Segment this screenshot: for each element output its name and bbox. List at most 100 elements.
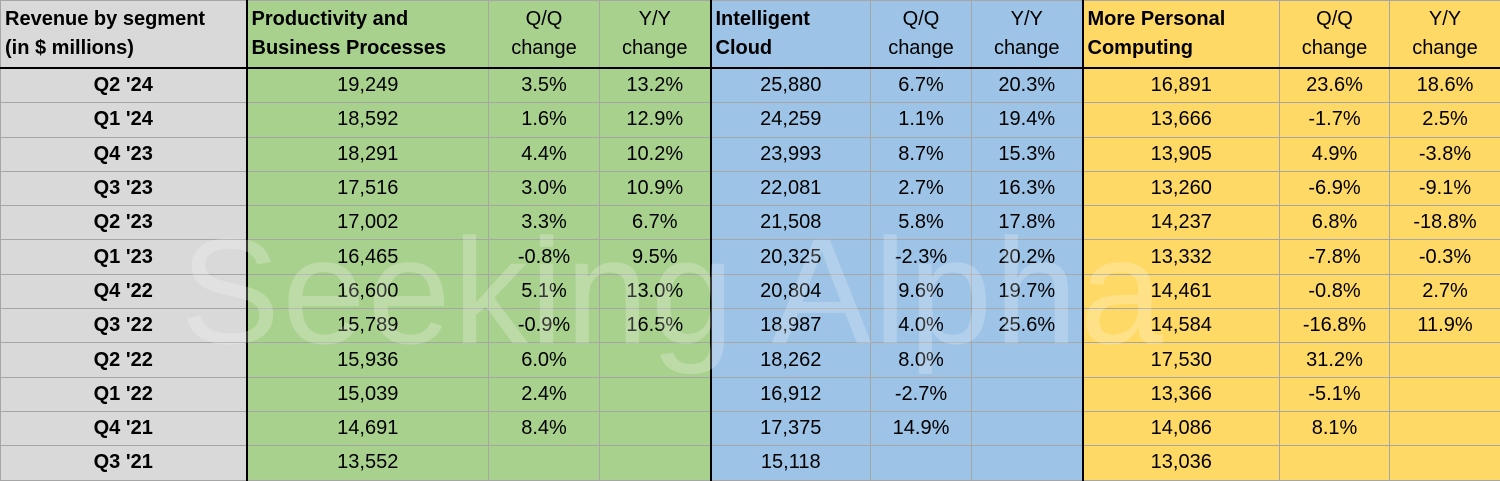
qq-change-cell: -2.3%: [871, 240, 972, 274]
qq-change-cell: -0.9%: [489, 309, 600, 343]
yy-change-cell: [600, 377, 711, 411]
revenue-cell: 18,262: [711, 343, 871, 377]
revenue-cell: 18,291: [247, 137, 489, 171]
qq-change-cell: 4.4%: [489, 137, 600, 171]
qq-change-cell: 2.4%: [489, 377, 600, 411]
corner-label: Revenue by segment(in $ millions): [1, 1, 247, 69]
revenue-cell: 15,789: [247, 309, 489, 343]
qq-change-cell: 8.0%: [871, 343, 972, 377]
qq-change-cell: 1.6%: [489, 103, 600, 137]
qq-change-cell: 6.7%: [871, 68, 972, 103]
qq-change-cell: -5.1%: [1280, 377, 1390, 411]
qq-change-cell: [871, 446, 972, 480]
yy-change-cell: 6.7%: [600, 206, 711, 240]
revenue-cell: 16,891: [1083, 68, 1280, 103]
change-header-line: change: [888, 37, 954, 59]
qq-change-cell: [489, 446, 600, 480]
revenue-cell: 24,259: [711, 103, 871, 137]
change-header-line: Y/Y: [639, 8, 671, 30]
revenue-cell: 14,086: [1083, 411, 1280, 445]
quarter-label: Q3 '23: [1, 171, 247, 205]
yy-change-cell: [600, 411, 711, 445]
revenue-cell: 15,118: [711, 446, 871, 480]
qq-change-cell: 6.0%: [489, 343, 600, 377]
segment-header-line: Intelligent: [716, 8, 810, 30]
change-header-line: Q/Q: [903, 8, 940, 30]
qq-change-cell: 8.1%: [1280, 411, 1390, 445]
revenue-cell: 17,516: [247, 171, 489, 205]
revenue-cell: 21,508: [711, 206, 871, 240]
qq-change-cell: -1.7%: [1280, 103, 1390, 137]
revenue-cell: 17,002: [247, 206, 489, 240]
qq-change-cell: -2.7%: [871, 377, 972, 411]
revenue-cell: 17,530: [1083, 343, 1280, 377]
qq-change-cell: -0.8%: [489, 240, 600, 274]
yy-change-cell: 25.6%: [972, 309, 1083, 343]
yy-change-cell: 20.3%: [972, 68, 1083, 103]
revenue-cell: 15,936: [247, 343, 489, 377]
quarter-label: Q4 '22: [1, 274, 247, 308]
yy-change-cell: 16.3%: [972, 171, 1083, 205]
qq-change-cell: 4.0%: [871, 309, 972, 343]
yy-change-cell: [972, 377, 1083, 411]
yy-change-cell: 18.6%: [1390, 68, 1500, 103]
revenue-cell: 22,081: [711, 171, 871, 205]
yy-change-cell: 19.7%: [972, 274, 1083, 308]
quarter-label: Q1 '23: [1, 240, 247, 274]
revenue-cell: 14,461: [1083, 274, 1280, 308]
change-header-line: Q/Q: [526, 8, 563, 30]
yy-change-cell: 13.0%: [600, 274, 711, 308]
revenue-cell: 17,375: [711, 411, 871, 445]
yy-change-cell: 20.2%: [972, 240, 1083, 274]
quarter-label: Q2 '24: [1, 68, 247, 103]
quarter-label: Q4 '23: [1, 137, 247, 171]
revenue-cell: 20,804: [711, 274, 871, 308]
change-header-line: change: [1412, 37, 1478, 59]
yy-change-cell: 9.5%: [600, 240, 711, 274]
revenue-cell: 13,552: [247, 446, 489, 480]
segment-header-line: Productivity and: [252, 8, 409, 30]
qq-change-cell: [1280, 446, 1390, 480]
qq-change-cell: 8.7%: [871, 137, 972, 171]
corner-label-line: (in $ millions): [5, 37, 134, 59]
qq-change-cell: 8.4%: [489, 411, 600, 445]
header-row: Revenue by segment(in $ millions)Product…: [1, 1, 1500, 69]
qq-change-cell: 1.1%: [871, 103, 972, 137]
revenue-cell: 13,260: [1083, 171, 1280, 205]
quarter-label: Q1 '22: [1, 377, 247, 411]
revenue-cell: 15,039: [247, 377, 489, 411]
change-header-line: change: [1302, 37, 1368, 59]
quarter-label: Q3 '22: [1, 309, 247, 343]
revenue-cell: 23,993: [711, 137, 871, 171]
yy-change-cell: 11.9%: [1390, 309, 1500, 343]
yy-change-cell: 15.3%: [972, 137, 1083, 171]
change-header-line: Q/Q: [1316, 8, 1353, 30]
segment-header-line: Computing: [1088, 37, 1194, 59]
quarter-label: Q3 '21: [1, 446, 247, 480]
yy-change-cell: -18.8%: [1390, 206, 1500, 240]
change-header-line: change: [511, 37, 577, 59]
yy-change-cell: [972, 446, 1083, 480]
revenue-cell: 13,036: [1083, 446, 1280, 480]
qq-change-cell: 31.2%: [1280, 343, 1390, 377]
qq-change-cell: -0.8%: [1280, 274, 1390, 308]
yy-change-cell: [972, 411, 1083, 445]
yy-change-cell: -3.8%: [1390, 137, 1500, 171]
quarter-label: Q1 '24: [1, 103, 247, 137]
revenue-cell: 14,237: [1083, 206, 1280, 240]
yy-change-cell: 2.7%: [1390, 274, 1500, 308]
qq-change-cell: 3.3%: [489, 206, 600, 240]
